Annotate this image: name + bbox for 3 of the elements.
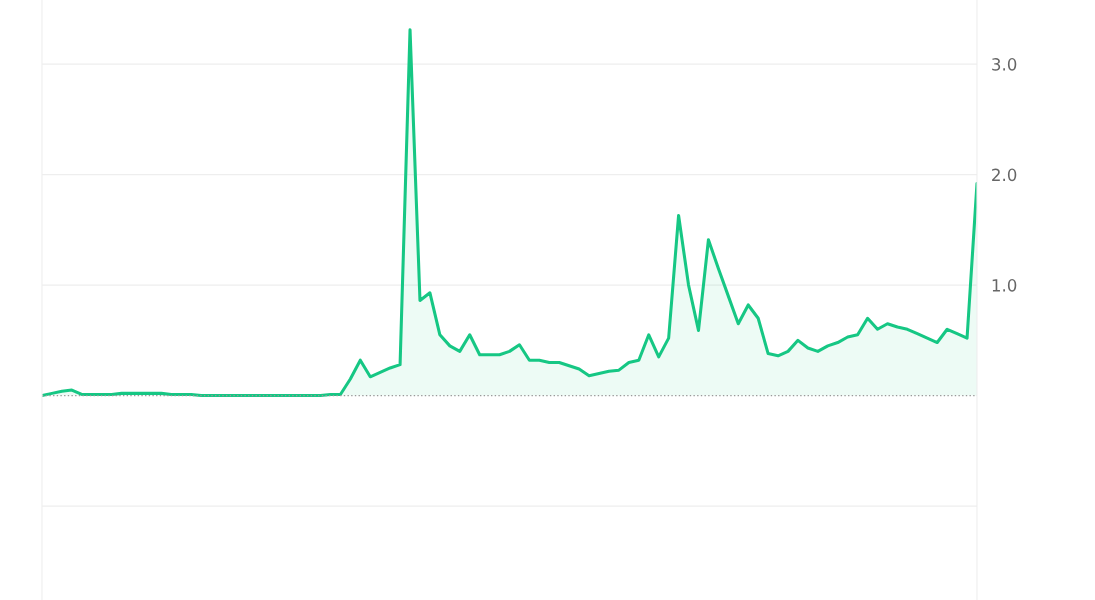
- y-tick-label: 1.0: [992, 279, 1017, 292]
- y-tick-label: 3.0: [992, 58, 1017, 71]
- y-tick-label: 2.0: [992, 168, 1017, 182]
